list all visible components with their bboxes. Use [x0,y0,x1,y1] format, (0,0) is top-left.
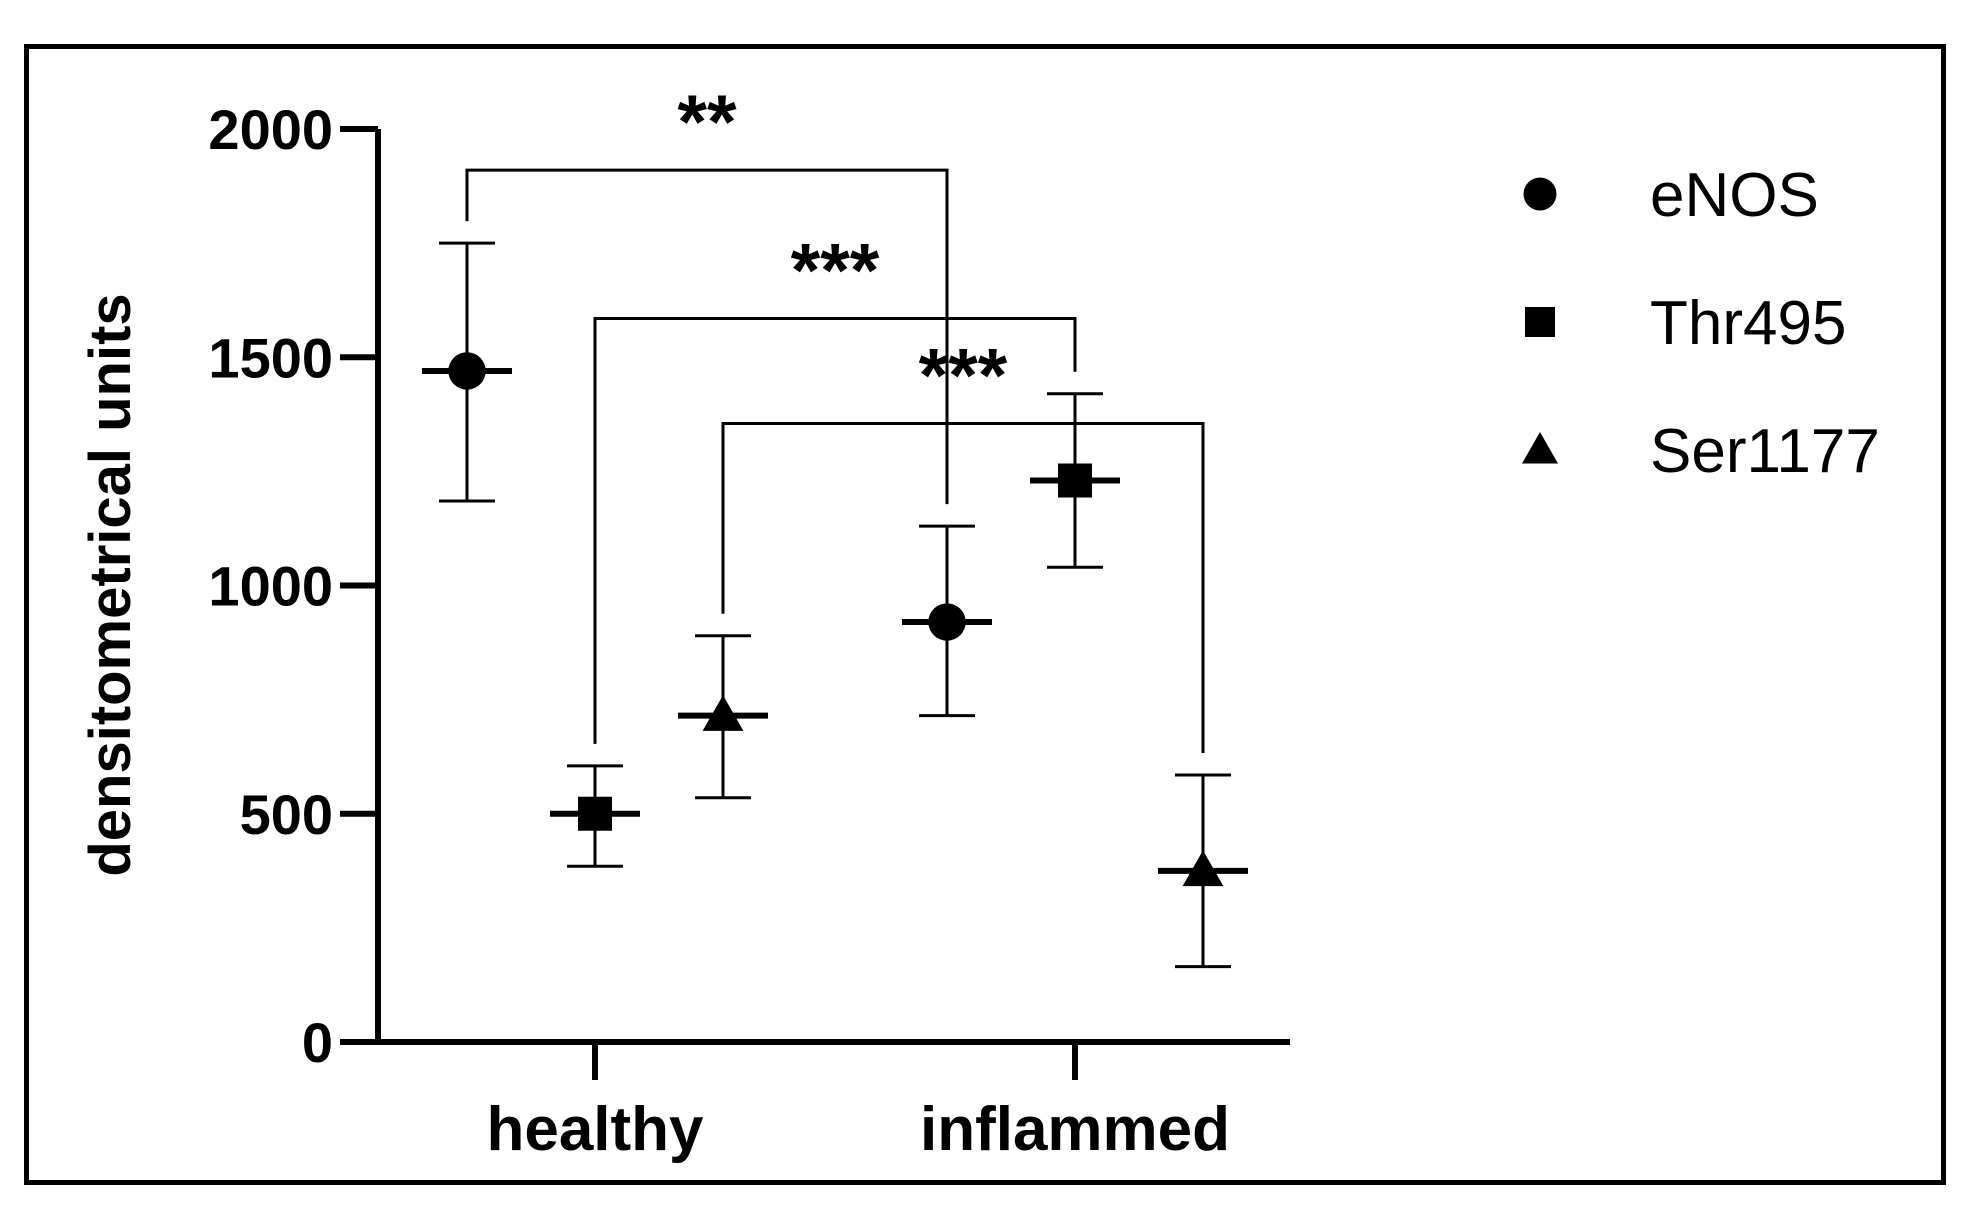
significance-label: *** [791,228,880,313]
y-axis-title: densitometrical units [78,293,143,876]
legend: eNOS Thr495 Ser1177 [1522,161,1880,486]
data-marks [422,241,1248,969]
y-tick-label: 1000 [208,555,333,618]
data-point-ser1177 [1182,850,1224,887]
legend-label: Ser1177 [1650,417,1880,486]
data-point-thr495 [1058,463,1092,498]
y-tick-label: 0 [302,1011,333,1074]
significance-bracket [465,168,949,505]
significance-bracket [593,316,1077,744]
y-tick-label: 2000 [208,98,333,161]
axes: 0 500 1000 1500 2000 healthy inflammed densitom… [78,98,1290,1164]
legend-label: Thr495 [1650,289,1846,358]
data-point-ser1177 [702,695,744,731]
x-tick-label: inflammed [920,1095,1230,1164]
significance-brackets: ******** [465,80,1205,753]
significance-bracket [721,421,1205,753]
legend-marker-ser1177 [1522,432,1558,464]
significance-label: *** [919,333,1008,418]
significance-label: ** [677,80,737,165]
legend-marker-thr495 [1525,307,1555,337]
legend-label: eNOS [1650,161,1819,230]
figure-frame [24,44,1946,1185]
y-tick-label: 500 [240,783,333,846]
legend-marker-enos [1523,177,1557,211]
data-point-thr495 [578,796,612,831]
data-point-enos [448,352,486,390]
x-tick-label: healthy [486,1095,704,1164]
data-point-enos [928,603,966,641]
y-tick-label: 1500 [208,326,333,389]
